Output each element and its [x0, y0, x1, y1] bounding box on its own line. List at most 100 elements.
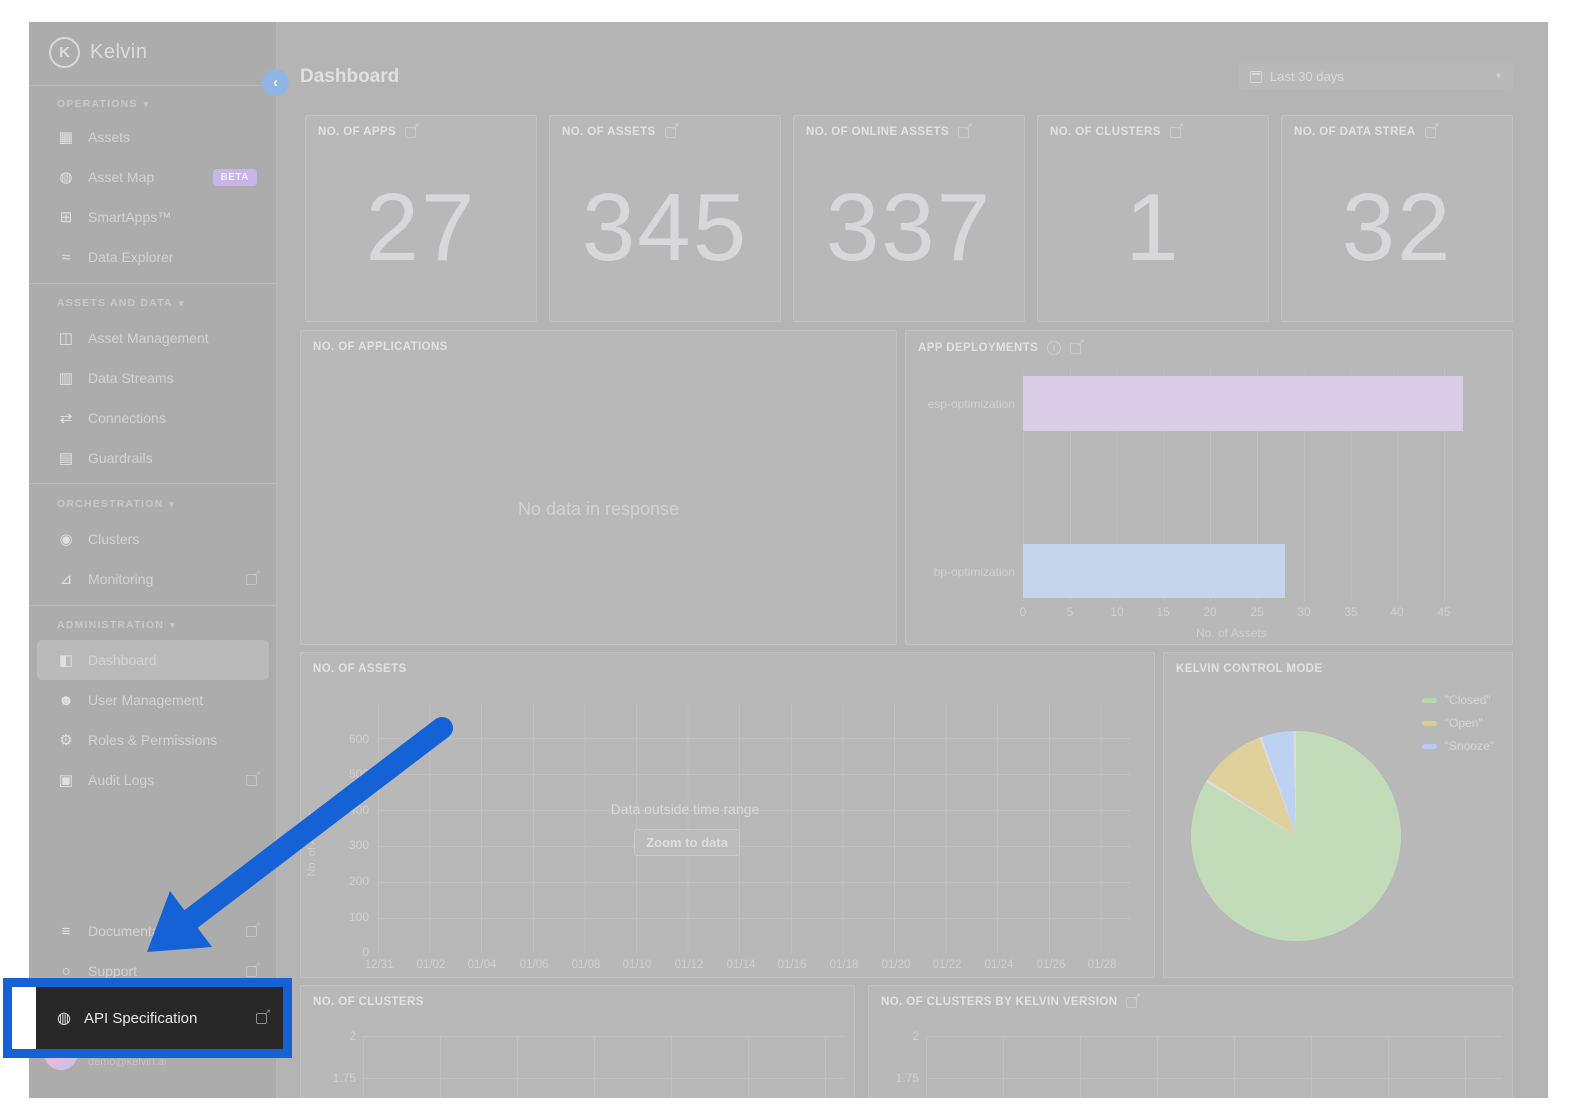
external-link-icon [246, 568, 261, 585]
panel-title: NO. OF ASSETS [313, 663, 407, 675]
sidebar-item-clusters[interactable]: ◉ Clusters [29, 519, 277, 559]
divider [29, 85, 277, 86]
external-link-icon[interactable] [1424, 121, 1440, 138]
assets-icon: ▦ [58, 129, 74, 146]
pie-chart[interactable] [1191, 731, 1401, 941]
sidebar-item-label: Dashboard [88, 652, 157, 668]
sidebar-item-roles-permissions[interactable]: ⚙ Roles & Permissions [29, 720, 277, 760]
external-link-icon[interactable] [1126, 991, 1141, 1008]
document-icon: ≡ [61, 922, 71, 940]
sidebar-item-support[interactable]: ○ Support [29, 951, 277, 991]
external-link-icon[interactable] [405, 121, 420, 138]
x-tick: 30 [1297, 605, 1311, 619]
sidebar-item-user-management[interactable]: ☻ User Management [29, 680, 277, 720]
legend-item-closed[interactable]: "Closed" [1421, 693, 1494, 707]
sidebar-item-assets[interactable]: ▦ Assets [29, 117, 277, 157]
x-tick: 01/16 [777, 959, 807, 971]
section-label: ADMINISTRATION [57, 619, 165, 631]
bar-label: bp-optimization [933, 565, 1015, 579]
legend-label: "Snooze" [1444, 739, 1494, 753]
bar-chart-icon: ▥ [58, 370, 74, 387]
audit-logs-icon: ▣ [58, 772, 74, 789]
sidebar-item-monitoring[interactable]: ⊿ Monitoring [29, 559, 277, 599]
annotation-highlight-box: ◍ API Specification [3, 978, 292, 1058]
panel-title: APP DEPLOYMENTS [918, 342, 1039, 354]
sidebar-item-label: SmartApps™ [88, 209, 172, 225]
card-title: NO. OF APPS [318, 126, 397, 138]
card-no-of-data-streams: NO. OF DATA STREA 32 [1281, 115, 1513, 322]
x-tick: 20 [1203, 605, 1217, 619]
bar-label: esp-optimization [927, 397, 1015, 411]
metric-cards-row: NO. OF APPS 27 NO. OF ASSETS 345 NO. OF … [305, 115, 1513, 322]
sidebar-item-label: Assets [88, 129, 131, 145]
sidebar-item-label: User Management [88, 692, 204, 708]
legend-swatch-closed [1421, 697, 1437, 703]
y-tick: 300 [348, 838, 369, 852]
legend-label: "Closed" [1444, 693, 1491, 707]
section-header-operations[interactable]: OPERATIONS ▾ [57, 94, 149, 114]
legend-item-snooze[interactable]: "Snooze" [1421, 739, 1494, 753]
section-header-administration[interactable]: ADMINISTRATION ▾ [57, 615, 176, 635]
external-link-icon [246, 920, 261, 937]
section-header-orchestration[interactable]: ORCHESTRATION ▾ [57, 494, 175, 514]
bar-esp-optimization[interactable] [1023, 376, 1463, 431]
x-tick: 01/12 [674, 959, 704, 971]
external-link-icon [246, 960, 261, 977]
sidebar-item-label: Asset Management [88, 330, 209, 346]
section-header-assets-and-data[interactable]: ASSETS AND DATA ▾ [57, 293, 185, 313]
external-link-icon[interactable] [1169, 121, 1185, 138]
sidebar-item-connections[interactable]: ⇄ Connections [29, 398, 277, 438]
x-tick: 01/04 [467, 959, 497, 971]
kelvin-logo-icon: K [49, 37, 80, 68]
sidebar-item-label: Asset Map [88, 169, 155, 185]
chevron-down-icon: ▾ [169, 498, 176, 509]
waveform-icon: ≈ [61, 248, 71, 266]
panel-kelvin-control-mode: KELVIN CONTROL MODE "Closed" "Open" "Sno… [1163, 652, 1513, 978]
legend-item-open[interactable]: "Open" [1421, 716, 1494, 730]
sidebar-item-asset-management[interactable]: ◫ Asset Management [29, 318, 277, 358]
external-link-icon [256, 1007, 271, 1024]
zoom-to-data-button[interactable]: Zoom to data [634, 829, 740, 856]
section-label: ASSETS AND DATA [57, 297, 173, 309]
external-link-icon[interactable] [664, 121, 680, 138]
info-icon[interactable] [1047, 341, 1062, 355]
external-link-icon[interactable] [958, 121, 973, 138]
sidebar-item-documentation[interactable]: ≡ Documentation [29, 911, 277, 951]
divider [29, 283, 277, 284]
sidebar-item-label: Clusters [88, 531, 140, 547]
sidebar-collapse-button[interactable]: ‹ [262, 69, 289, 96]
y-tick: 100 [348, 910, 369, 924]
sidebar-item-data-streams[interactable]: ▥ Data Streams [29, 358, 277, 398]
card-value: 337 [825, 174, 993, 281]
sidebar-item-asset-map[interactable]: ◍ Asset Map BETA [29, 157, 277, 197]
connections-icon: ⇄ [59, 410, 73, 427]
dashboard-icon: ◧ [58, 652, 74, 669]
x-tick: 45 [1437, 605, 1451, 619]
x-axis-label: No. of Assets [1196, 626, 1267, 640]
sidebar-item-dashboard[interactable]: ◧ Dashboard [37, 640, 269, 680]
bar-bp-optimization[interactable] [1023, 544, 1285, 598]
x-tick: 35 [1344, 605, 1358, 619]
gridline [926, 1036, 1502, 1037]
sidebar-item-data-explorer[interactable]: ≈ Data Explorer [29, 237, 277, 277]
x-tick: 12/31 [364, 959, 394, 971]
external-link-icon[interactable] [1070, 337, 1085, 354]
card-title: NO. OF ASSETS [562, 126, 656, 138]
x-tick: 0 [1019, 605, 1027, 619]
beta-badge: BETA [212, 168, 257, 186]
card-title: NO. OF CLUSTERS [1050, 126, 1161, 138]
sidebar-item-audit-logs[interactable]: ▣ Audit Logs [29, 760, 277, 800]
card-value: 32 [1341, 174, 1453, 281]
sidebar-item-guardrails[interactable]: ▤ Guardrails [29, 438, 277, 478]
card-no-of-assets: NO. OF ASSETS 345 [549, 115, 781, 322]
api-icon: ◍ [57, 1010, 71, 1027]
empty-state-text: No data in response [517, 499, 680, 519]
chart-overlay-text: Data outside time range [610, 801, 760, 817]
x-tick: 40 [1390, 605, 1404, 619]
globe-icon: ◍ [59, 169, 73, 186]
date-range-dropdown[interactable]: Last 30 days ▾ [1238, 63, 1513, 90]
x-tick: 01/18 [829, 959, 859, 971]
sidebar-item-api-specification[interactable]: ◍ API Specification [36, 987, 283, 1049]
section-label: OPERATIONS [57, 98, 138, 110]
sidebar-item-smartapps[interactable]: ⊞ SmartApps™ [29, 197, 277, 237]
